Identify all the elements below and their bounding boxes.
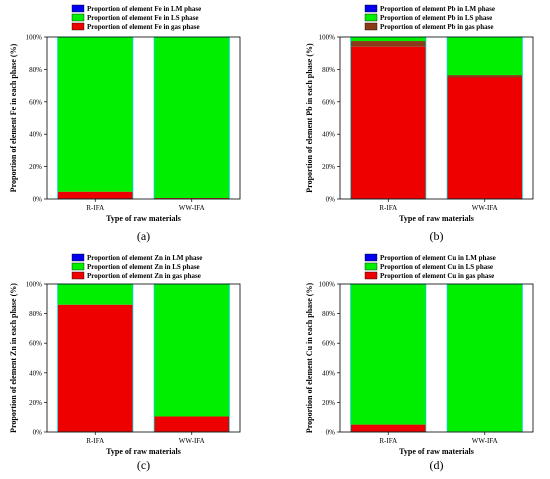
bar-segment bbox=[57, 304, 133, 432]
bar-segment bbox=[350, 41, 426, 47]
y-tick-label: 100% bbox=[26, 34, 43, 42]
x-axis-label: Type of raw materials bbox=[399, 214, 474, 223]
y-axis-label: Proportion of element Pb in each phase (… bbox=[305, 43, 314, 193]
panel-caption: (d) bbox=[430, 458, 444, 472]
y-tick-label: 80% bbox=[322, 310, 335, 318]
bar-segment bbox=[57, 191, 133, 199]
bar-segment bbox=[350, 46, 426, 199]
legend-swatch bbox=[71, 13, 85, 22]
legend-swatch bbox=[71, 271, 85, 280]
legend: Proportion of element Cu in LM phaseProp… bbox=[364, 253, 496, 280]
x-tick-label: R-IFA bbox=[86, 437, 104, 445]
legend-swatch bbox=[364, 13, 378, 22]
y-tick-label: 40% bbox=[322, 131, 335, 139]
y-tick-label: 60% bbox=[322, 340, 335, 348]
y-tick-label: 20% bbox=[322, 163, 335, 171]
legend: Proportion of element Zn in LM phaseProp… bbox=[71, 253, 202, 280]
legend-swatch bbox=[364, 4, 378, 13]
bar-segment bbox=[447, 37, 523, 76]
bar-segment bbox=[57, 37, 133, 192]
y-tick-label: 0% bbox=[326, 196, 336, 204]
bar-segment bbox=[350, 37, 426, 42]
y-tick-label: 40% bbox=[29, 131, 42, 139]
chart-panel-1: Proportion of element Fe in LM phaseProp… bbox=[9, 4, 241, 243]
plot-frame bbox=[339, 283, 534, 433]
y-tick-label: 40% bbox=[322, 369, 335, 377]
bar-segment bbox=[154, 198, 230, 199]
bar-segment bbox=[350, 284, 426, 425]
y-tick-label: 80% bbox=[322, 66, 335, 74]
y-tick-label: 20% bbox=[29, 163, 42, 171]
legend-swatch bbox=[71, 262, 85, 271]
x-tick-label: WW-IFA bbox=[472, 437, 498, 445]
legend-swatch bbox=[71, 22, 85, 31]
y-tick-label: 100% bbox=[319, 281, 336, 289]
x-tick-label: R-IFA bbox=[86, 204, 104, 212]
legend-label: Proportion of element Zn in LM phase bbox=[87, 254, 202, 262]
x-tick-label: WW-IFA bbox=[179, 204, 205, 212]
y-tick-label: 100% bbox=[319, 34, 336, 42]
legend-swatch bbox=[364, 262, 378, 271]
y-tick-label: 0% bbox=[33, 429, 43, 437]
x-tick-label: WW-IFA bbox=[472, 204, 498, 212]
legend-label: Proportion of element Cu in LS phase bbox=[380, 263, 493, 271]
bar-segment bbox=[447, 75, 523, 78]
bar-segment bbox=[57, 284, 133, 305]
y-axis-label: Proportion of element Zn in each phase (… bbox=[9, 283, 18, 433]
legend-label: Proportion of element Fe in LS phase bbox=[87, 14, 198, 22]
legend-label: Proportion of element Cu in LM phase bbox=[380, 254, 496, 262]
legend-label: Proportion of element Pb in gas phase bbox=[380, 23, 493, 31]
plot-frame bbox=[46, 283, 241, 433]
chart-panel-2: Proportion of element Pb in LM phaseProp… bbox=[305, 4, 534, 243]
chart-panel-3: Proportion of element Zn in LM phaseProp… bbox=[9, 253, 241, 472]
bar-segment bbox=[154, 37, 230, 199]
bar-segment bbox=[154, 416, 230, 432]
panel-caption: (a) bbox=[137, 229, 150, 243]
y-tick-label: 60% bbox=[29, 98, 42, 106]
plot-frame bbox=[339, 36, 534, 200]
legend-label: Proportion of element Fe in gas phase bbox=[87, 23, 200, 31]
legend-swatch bbox=[364, 253, 378, 262]
bar-segment bbox=[350, 424, 426, 432]
legend-swatch bbox=[364, 22, 378, 31]
x-tick-label: R-IFA bbox=[379, 204, 397, 212]
y-tick-label: 0% bbox=[33, 196, 43, 204]
chart-panel-4: Proportion of element Cu in LM phaseProp… bbox=[305, 253, 534, 472]
x-tick-label: WW-IFA bbox=[179, 437, 205, 445]
legend-swatch bbox=[71, 253, 85, 262]
legend-label: Proportion of element Zn in LS phase bbox=[87, 263, 200, 271]
y-tick-label: 60% bbox=[322, 98, 335, 106]
x-axis-label: Type of raw materials bbox=[106, 447, 181, 456]
y-tick-label: 80% bbox=[29, 310, 42, 318]
y-tick-label: 20% bbox=[29, 399, 42, 407]
panel-caption: (b) bbox=[430, 229, 444, 243]
bar-segment bbox=[447, 77, 523, 199]
legend-label: Proportion of element Fe in LM phase bbox=[87, 5, 201, 13]
legend-label: Proportion of element Cu in gas phase bbox=[380, 272, 494, 280]
panel-caption: (c) bbox=[137, 458, 150, 472]
bar-segment bbox=[447, 284, 523, 432]
legend-label: Proportion of element Zn in gas phase bbox=[87, 272, 201, 280]
y-tick-label: 60% bbox=[29, 340, 42, 348]
y-tick-label: 0% bbox=[326, 429, 336, 437]
x-axis-label: Type of raw materials bbox=[106, 214, 181, 223]
bar-segment bbox=[154, 284, 230, 417]
plot-frame bbox=[46, 36, 241, 200]
x-tick-label: R-IFA bbox=[379, 437, 397, 445]
legend: Proportion of element Fe in LM phaseProp… bbox=[71, 4, 201, 31]
legend: Proportion of element Pb in LM phaseProp… bbox=[364, 4, 495, 31]
y-tick-label: 20% bbox=[322, 399, 335, 407]
y-tick-label: 80% bbox=[29, 66, 42, 74]
legend-label: Proportion of element Pb in LM phase bbox=[380, 5, 495, 13]
y-tick-label: 100% bbox=[26, 281, 43, 289]
legend-label: Proportion of element Pb in LS phase bbox=[380, 14, 492, 22]
legend-swatch bbox=[364, 271, 378, 280]
y-axis-label: Proportion of element Cu in each phase (… bbox=[305, 283, 314, 434]
y-axis-label: Proportion of element Fe in each phase (… bbox=[9, 43, 18, 192]
x-axis-label: Type of raw materials bbox=[399, 447, 474, 456]
y-tick-label: 40% bbox=[29, 369, 42, 377]
legend-swatch bbox=[71, 4, 85, 13]
